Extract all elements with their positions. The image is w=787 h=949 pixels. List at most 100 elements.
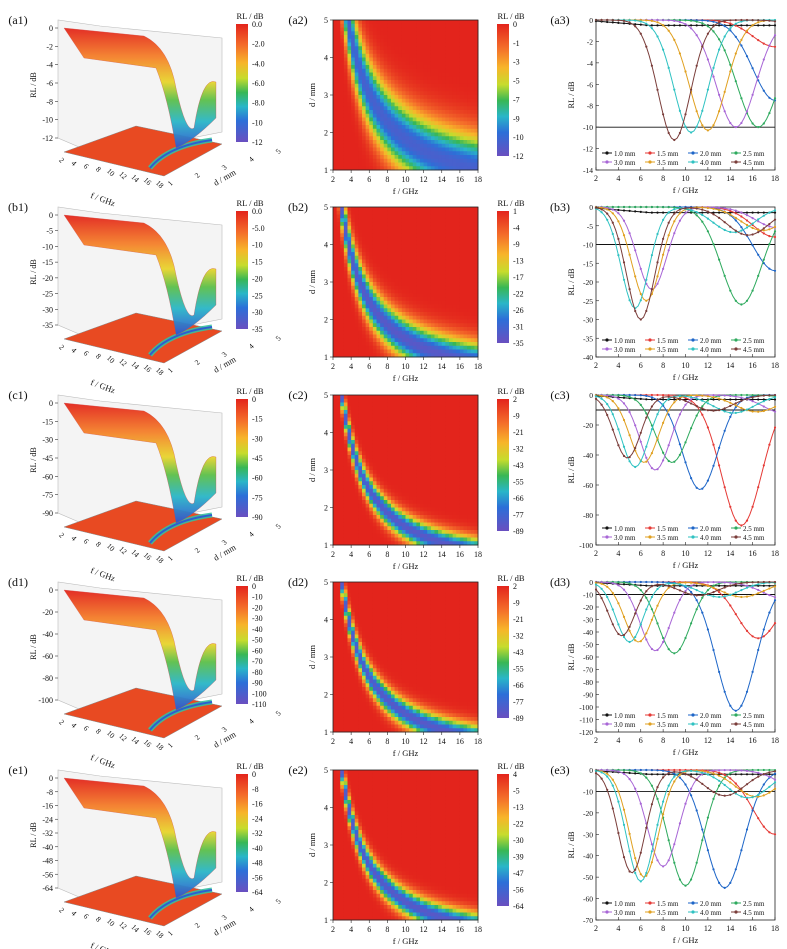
heatmap-cell bbox=[398, 537, 403, 542]
series-point bbox=[617, 237, 620, 240]
heatmap-cell bbox=[376, 110, 381, 115]
heatmap-cell bbox=[376, 410, 381, 415]
heatmap-cell bbox=[347, 229, 352, 234]
heatmap-cell bbox=[474, 110, 479, 115]
heatmap-cell bbox=[387, 432, 392, 437]
heatmap-cell bbox=[376, 117, 381, 122]
floor-band-inner bbox=[149, 139, 213, 169]
heatmap-cell bbox=[380, 259, 385, 264]
colorbar-tick-label: -10 bbox=[252, 241, 263, 250]
heatmap-cell bbox=[434, 158, 439, 163]
heatmap-cell bbox=[358, 492, 363, 497]
heatmap-cell bbox=[369, 57, 374, 62]
series-point bbox=[751, 67, 754, 70]
heatmap-cell bbox=[376, 304, 381, 309]
series-point bbox=[706, 32, 710, 35]
colorbar-tick-label: -31 bbox=[513, 323, 524, 332]
heatmap-cell bbox=[420, 214, 425, 219]
heatmap-cell bbox=[351, 443, 356, 448]
heatmap-cell bbox=[391, 522, 396, 527]
series-point bbox=[718, 24, 721, 27]
heatmap-cell bbox=[387, 466, 392, 471]
heatmap-cell bbox=[416, 46, 421, 51]
heatmap-cell bbox=[427, 293, 432, 298]
heatmap-cell bbox=[412, 106, 417, 111]
heatmap-cell bbox=[333, 274, 338, 279]
heatmap-cell bbox=[409, 20, 414, 25]
heatmap-cell bbox=[391, 237, 396, 242]
heatmap-cell bbox=[412, 248, 417, 253]
heatmap-cell bbox=[343, 541, 348, 546]
heatmap-cell bbox=[401, 210, 406, 215]
x-tick-label: 8 bbox=[385, 175, 389, 184]
heatmap-cell bbox=[452, 98, 457, 103]
heatmap-cell bbox=[365, 110, 370, 115]
heatmap-cell bbox=[365, 35, 370, 40]
heatmap-cell bbox=[445, 323, 450, 328]
heatmap-cell bbox=[343, 128, 348, 133]
heatmap-cell bbox=[383, 488, 388, 493]
heatmap-cell bbox=[423, 267, 428, 272]
heatmap-cell bbox=[409, 338, 414, 343]
heatmap-cell bbox=[456, 327, 461, 332]
heatmap-cell bbox=[347, 106, 352, 111]
heatmap-cell bbox=[340, 458, 345, 463]
heatmap-cell bbox=[343, 530, 348, 535]
heatmap-cell bbox=[412, 274, 417, 279]
heatmap-cell bbox=[412, 80, 417, 85]
heatmap-cell bbox=[362, 132, 367, 137]
heatmap-cell bbox=[376, 80, 381, 85]
heatmap-cell bbox=[369, 410, 374, 415]
heatmap-cell bbox=[376, 237, 381, 242]
series-point bbox=[740, 97, 743, 100]
heatmap-cell bbox=[380, 50, 385, 55]
heatmap-cell bbox=[445, 252, 450, 257]
heatmap-cell bbox=[405, 106, 410, 111]
heatmap-cell bbox=[409, 334, 414, 339]
heatmap-cell bbox=[416, 214, 421, 219]
x-tick-label: 6 bbox=[639, 174, 643, 183]
heatmap-cell bbox=[365, 42, 370, 47]
heatmap-cell bbox=[398, 87, 403, 92]
heatmap-cell bbox=[369, 76, 374, 81]
series-point bbox=[701, 213, 704, 217]
heatmap-cell bbox=[445, 289, 450, 294]
heatmap-cell bbox=[470, 83, 475, 88]
heatmap-cell bbox=[336, 522, 341, 527]
heatmap-cell bbox=[405, 522, 410, 527]
heatmap-cell bbox=[398, 481, 403, 486]
heatmap-cell bbox=[459, 278, 464, 283]
heatmap-cell bbox=[467, 210, 472, 215]
heatmap-cell bbox=[449, 327, 454, 332]
heatmap-cell bbox=[354, 458, 359, 463]
heatmap-cell bbox=[427, 308, 432, 313]
heatmap-cell bbox=[362, 406, 367, 411]
heatmap-cell bbox=[459, 53, 464, 58]
heatmap-cell bbox=[405, 80, 410, 85]
heatmap-cell bbox=[351, 462, 356, 467]
series-point bbox=[751, 19, 754, 22]
heatmap-cell bbox=[391, 240, 396, 245]
series-point bbox=[695, 125, 698, 128]
heatmap-cell bbox=[434, 222, 439, 227]
heatmap-cell bbox=[430, 244, 435, 249]
heatmap-cell bbox=[380, 57, 385, 62]
heatmap-cell bbox=[474, 207, 479, 212]
series-point bbox=[667, 66, 670, 69]
heatmap-cell bbox=[416, 342, 421, 347]
heatmap-cell bbox=[459, 349, 464, 354]
series-point bbox=[690, 88, 693, 91]
heatmap-cell bbox=[380, 451, 385, 456]
heatmap-cell bbox=[387, 162, 392, 167]
heatmap-cell bbox=[362, 244, 367, 249]
heatmap-cell bbox=[354, 443, 359, 448]
heatmap-cell bbox=[358, 166, 363, 171]
heatmap-cell bbox=[347, 289, 352, 294]
heatmap-cell bbox=[470, 323, 475, 328]
heatmap-cell bbox=[401, 57, 406, 62]
heatmap-cell bbox=[358, 522, 363, 527]
heatmap-cell bbox=[463, 214, 468, 219]
heatmap-cell bbox=[351, 38, 356, 43]
series-point bbox=[773, 211, 777, 214]
